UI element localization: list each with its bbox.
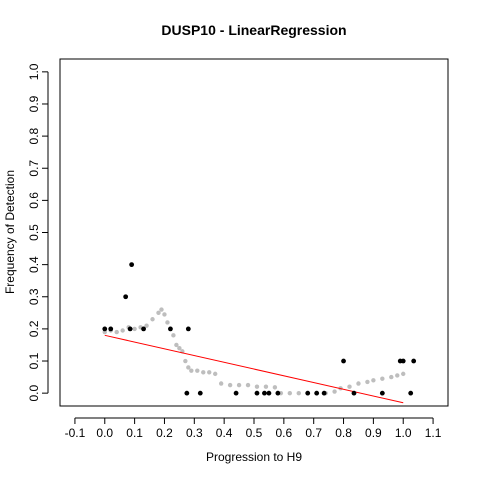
observed-point: [184, 390, 190, 396]
observed-point: [305, 390, 311, 396]
smoothed-point: [132, 326, 137, 332]
y-tick-label: 0.4: [27, 256, 41, 273]
smoothed-point: [332, 389, 337, 394]
smoothed-point: [236, 382, 242, 388]
observed-point: [411, 358, 417, 364]
smoothed-point: [201, 370, 206, 375]
smoothed-point: [272, 385, 278, 390]
smoothed-point: [365, 379, 370, 385]
smoothed-point: [120, 328, 125, 333]
smoothed-point: [177, 345, 182, 351]
observed-point: [262, 390, 267, 396]
x-tick-label: 0.7: [305, 426, 322, 440]
x-tick-label: 1.0: [395, 426, 412, 440]
observed-point: [321, 390, 327, 396]
y-tick-label: 0.6: [27, 192, 41, 209]
smoothed-point: [218, 381, 224, 386]
smoothed-point: [245, 382, 251, 388]
smoothed-point: [144, 323, 149, 328]
y-tick-label: 0.3: [27, 288, 41, 305]
observed-point: [123, 294, 129, 300]
smoothed-point: [395, 373, 400, 378]
observed-series: [102, 262, 417, 396]
smoothed-point: [159, 307, 164, 312]
smoothed-point: [263, 384, 269, 389]
smoothed-series: [102, 307, 406, 396]
x-tick-label: 0.2: [156, 426, 173, 440]
smoothed-point: [227, 382, 233, 388]
y-tick-label: 0.2: [27, 320, 41, 337]
y-tick-label: 0.9: [27, 95, 41, 112]
observed-point: [108, 326, 114, 332]
observed-point: [168, 326, 173, 332]
x-tick-label: 0.8: [335, 426, 352, 440]
x-tick-label: 0.6: [276, 426, 293, 440]
smoothed-point: [213, 371, 218, 377]
chart-title: DUSP10 - LinearRegression: [161, 22, 346, 38]
smoothed-point: [287, 390, 293, 396]
smoothed-point: [254, 384, 260, 389]
y-tick-label: 0.1: [27, 352, 41, 369]
plot-area: [59, 58, 449, 407]
x-tick-label: 0.5: [246, 426, 263, 440]
observed-point: [102, 326, 108, 332]
observed-point: [275, 390, 281, 396]
smoothed-point: [165, 320, 170, 325]
observed-point: [254, 390, 260, 396]
smoothed-point: [189, 368, 194, 373]
smoothed-point: [162, 312, 167, 317]
x-tick-label: 0.3: [186, 426, 203, 440]
observed-point: [400, 358, 406, 364]
observed-point: [129, 262, 135, 268]
y-axis: 0.0 0.1 0.2 0.3 0.4 0.5 0.6 0.7 0.8 0.9 1.0: [27, 63, 49, 401]
smoothed-point: [207, 370, 212, 375]
observed-point: [185, 326, 191, 332]
observed-point: [379, 390, 385, 396]
y-axis-title: Frequency of Detection: [3, 170, 17, 294]
regression-line: [104, 334, 404, 404]
observed-point: [266, 390, 272, 396]
x-tick-label: 0.9: [365, 426, 382, 440]
x-axis-title: Progression to H9: [206, 450, 302, 464]
observed-point: [197, 390, 203, 396]
x-tick-label: 0.0: [96, 426, 113, 440]
y-tick-label: 0.5: [27, 224, 41, 241]
x-tick-label: 1.1: [425, 426, 442, 440]
smoothed-point: [347, 384, 352, 389]
smoothed-point: [150, 317, 155, 322]
y-tick-label: 0.7: [27, 160, 41, 177]
observed-point: [141, 326, 146, 332]
smoothed-point: [174, 342, 179, 348]
x-tick-label: 0.1: [126, 426, 143, 440]
smoothed-point: [296, 390, 301, 396]
smoothed-point: [186, 365, 191, 370]
x-tick-label: -0.1: [65, 426, 86, 440]
y-tick-label: 1.0: [27, 63, 41, 80]
y-tick-label: 0.8: [27, 127, 41, 144]
smoothed-point: [183, 358, 188, 364]
observed-point: [314, 390, 320, 396]
x-axis: -0.1 0.0 0.1 0.2 0.3 0.4 0.5 0.6 0.7 0.8 0.9 1.0 1.1: [65, 417, 442, 440]
y-tick-label: 0.0: [27, 384, 41, 401]
smoothed-point: [195, 368, 200, 373]
smoothed-point: [401, 371, 406, 377]
smoothed-point: [380, 376, 385, 381]
plot-frame: [59, 58, 449, 407]
smoothed-point: [114, 329, 119, 335]
observed-point: [341, 358, 346, 364]
observed-point: [233, 390, 239, 396]
smoothed-point: [389, 374, 394, 380]
observed-point: [408, 390, 414, 396]
smoothed-point: [171, 333, 176, 338]
x-tick-label: 0.4: [216, 426, 233, 440]
observed-point: [127, 326, 133, 332]
smoothed-point: [156, 310, 161, 316]
smoothed-point: [371, 378, 376, 383]
observed-point: [351, 390, 357, 396]
regression-series: [104, 334, 404, 404]
smoothed-point: [356, 381, 361, 386]
